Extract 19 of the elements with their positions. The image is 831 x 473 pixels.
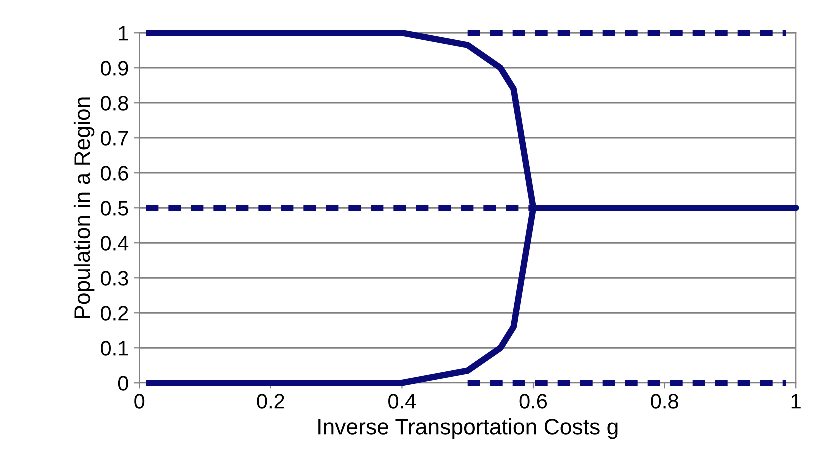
y-tick-label: 0.6	[101, 166, 128, 181]
y-tick-label: 0	[118, 376, 128, 391]
y-axis-title: Population in a Region	[74, 98, 95, 318]
y-tick-label: 0.3	[101, 271, 128, 286]
y-tick-label: 0.4	[101, 236, 129, 251]
x-tick-label: 0.4	[388, 394, 416, 409]
y-tick-label: 0.9	[101, 61, 128, 76]
x-axis-title: Inverse Transportation Costs g	[318, 418, 618, 440]
y-tick-label: 0.2	[101, 306, 128, 321]
y-tick-label: 0.1	[101, 341, 128, 356]
y-tick-label: 0.8	[101, 96, 128, 111]
x-tick-label: 0.8	[651, 394, 678, 409]
y-tick-label: 1	[119, 26, 128, 41]
x-tick-label: 0	[134, 394, 145, 409]
x-tick-label: 0.6	[520, 394, 548, 409]
x-tick-label: 0.2	[257, 394, 284, 409]
y-tick-label: 0.5	[101, 201, 128, 216]
x-tick-label: 1	[792, 394, 801, 409]
y-tick-label: 0.7	[101, 131, 128, 146]
